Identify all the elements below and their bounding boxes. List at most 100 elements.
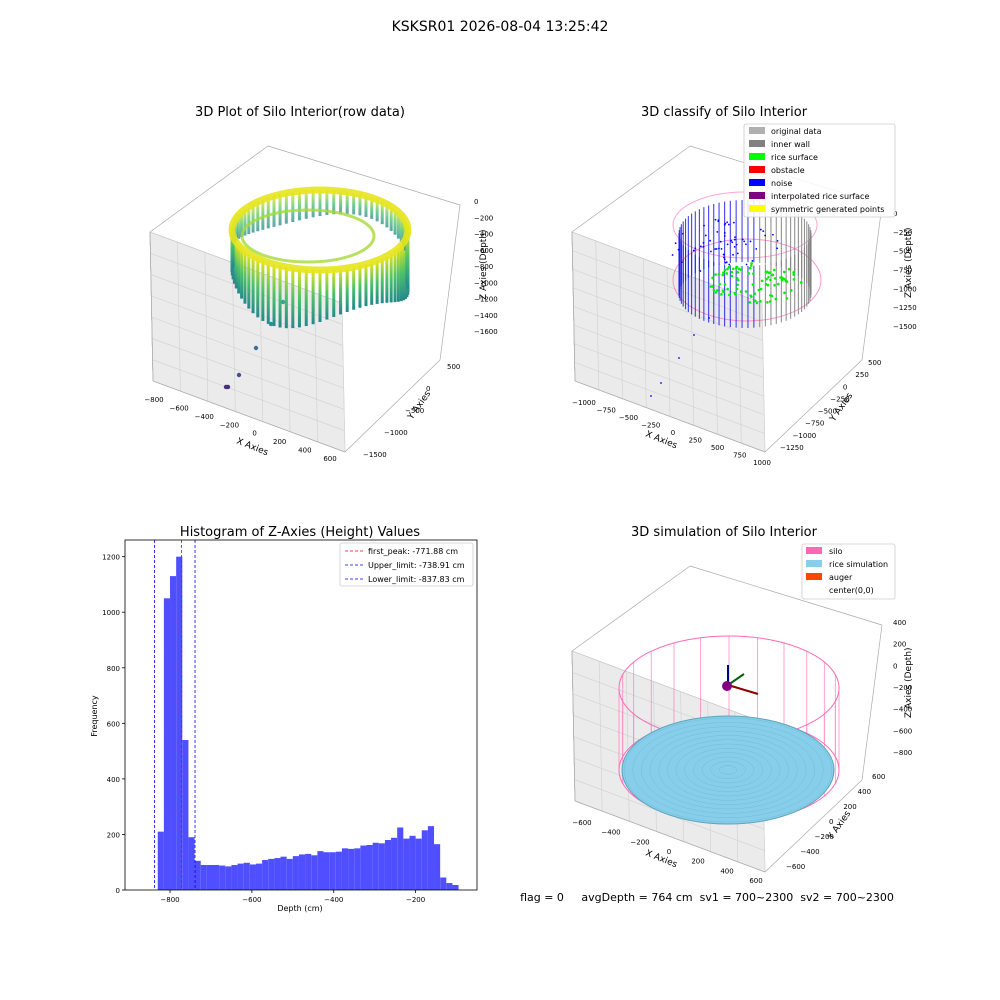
rice-surface-point (750, 262, 753, 265)
rice-surface-point (800, 281, 803, 284)
rice-surface-point (774, 277, 777, 280)
box-edge (862, 205, 882, 360)
noise-point (700, 270, 702, 272)
noise-point (721, 248, 723, 250)
histogram-bar (336, 852, 342, 890)
histogram-bar (299, 854, 305, 890)
tick-label: −400 (800, 848, 819, 856)
histogram-bar (213, 865, 219, 890)
rice-surface-point (767, 284, 770, 287)
raw-data-3d-panel: 3D Plot of Silo Interior(row data) −800−… (144, 105, 497, 463)
tick-label: 750 (733, 452, 746, 460)
point-column (252, 256, 255, 313)
tick-label: −1400 (474, 312, 498, 320)
point-column (291, 268, 294, 328)
tick-label: 600 (749, 877, 762, 885)
point-column (273, 264, 276, 326)
point-column (364, 264, 367, 306)
noise-point (718, 247, 720, 249)
histogram-bar (195, 861, 201, 890)
tick-label: −1500 (363, 451, 387, 459)
rice-surface-point (752, 283, 755, 286)
tick-label: −600 (893, 727, 912, 735)
noise-point (730, 240, 732, 242)
tick-label: −1250 (893, 304, 917, 312)
tick-label: −200 (474, 214, 493, 222)
y-tick-label: 800 (107, 665, 120, 673)
noise-point (678, 249, 680, 251)
tick-label: −1500 (893, 323, 917, 331)
tick-label: 400 (720, 867, 733, 875)
status-footer: flag = 0 avgDepth = 764 cm sv1 = 700~230… (520, 891, 894, 904)
tick-label: −800 (893, 749, 912, 757)
rice-surface-point (737, 279, 740, 282)
histogram-bar (403, 839, 409, 890)
histogram-bar (385, 840, 391, 890)
histogram-bar (219, 866, 225, 890)
noise-point (725, 262, 727, 264)
tick-label: −1250 (780, 444, 804, 452)
outlier-point (254, 346, 258, 350)
noise-point (760, 229, 762, 231)
classify-3d-panel: 3D classify of Silo Interior −1000−750−5… (572, 105, 917, 467)
legend-swatch (749, 179, 765, 186)
point-column (279, 266, 282, 328)
rice-surface-point (713, 289, 716, 292)
x-tick-label: −600 (242, 896, 261, 904)
rice-surface-point (735, 267, 738, 270)
noise-point (710, 251, 712, 253)
rice-surface-point (716, 289, 719, 292)
tick-label: 0 (252, 430, 256, 438)
noise-point (681, 261, 683, 263)
legend-label: Lower_limit: -837.83 cm (368, 575, 465, 584)
histogram-bar (231, 865, 237, 890)
rice-surface-point (720, 293, 723, 296)
rice-surface-point (790, 289, 793, 292)
rice-surface-point (730, 271, 733, 274)
rice-surface-point (749, 301, 752, 304)
legend-label: Upper_limit: -738.91 cm (368, 561, 465, 570)
noise-point (742, 239, 744, 241)
point-column (332, 270, 335, 317)
histogram-bar (440, 878, 446, 891)
rice-surface-point (781, 277, 784, 280)
noise-point (694, 247, 696, 249)
center-marker (722, 681, 732, 691)
noise-point (776, 247, 778, 249)
rice-surface-point (711, 277, 714, 280)
tick-label: 250 (855, 371, 868, 379)
tick-label: −200 (220, 421, 239, 429)
histogram-bar (354, 848, 360, 890)
noise-point (734, 236, 736, 238)
outlier-point (224, 385, 228, 389)
noise-point (703, 225, 705, 227)
histogram-bar (182, 740, 188, 890)
tick-label: 500 (711, 444, 724, 452)
histogram-x-ticks: −800 −600 −400 −200 (160, 890, 425, 904)
tick-label: 500 (447, 363, 460, 371)
point-column (305, 270, 308, 327)
legend-label: original data (771, 127, 822, 136)
histogram-bars (158, 557, 459, 890)
tick-label: −500 (619, 414, 638, 422)
histogram-bar (428, 826, 434, 890)
noise-point (733, 222, 735, 224)
rice-surface-point (754, 300, 757, 303)
rice-surface-point (714, 273, 717, 276)
point-column (352, 267, 355, 310)
point-column (305, 190, 308, 218)
noise-point (660, 382, 662, 384)
noise-point (732, 254, 734, 256)
histogram-panel: Histogram of Z-Axies (Height) Values −80… (90, 525, 477, 913)
rice-surface-point (760, 288, 763, 291)
simulation-3d-panel: 3D simulation of Silo Interior −600−400−… (520, 525, 914, 904)
point-column (381, 258, 384, 303)
histogram-bar (238, 864, 244, 890)
noise-point (751, 260, 753, 262)
rice-surface-point (726, 288, 729, 291)
rice-surface-point (792, 273, 795, 276)
histogram-bar (268, 859, 274, 890)
rice-surface-point (783, 292, 786, 295)
rice-surface-point (783, 271, 786, 274)
noise-point (714, 248, 716, 250)
